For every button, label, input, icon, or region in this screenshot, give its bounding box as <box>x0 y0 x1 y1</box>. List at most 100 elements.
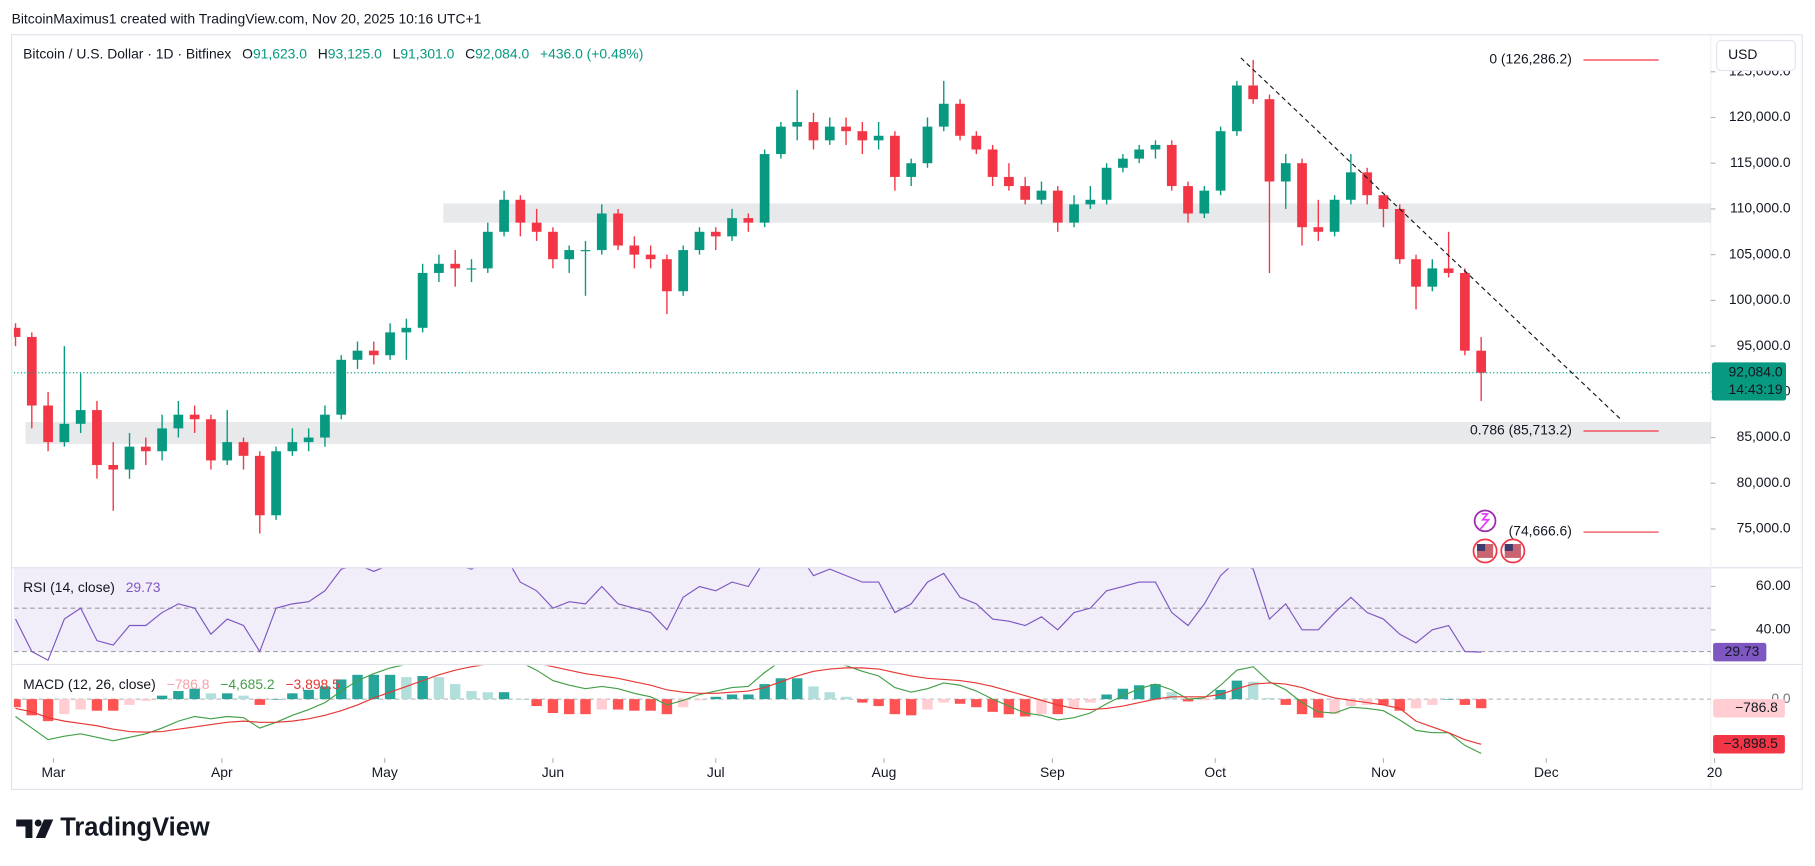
candle-body <box>564 250 575 260</box>
rsi-legend: RSI (14, close) 29.73 <box>23 579 161 595</box>
macd-histogram-bar <box>710 696 721 700</box>
candle-body <box>368 350 379 356</box>
macd-histogram-bar <box>466 691 477 700</box>
candle-body <box>515 199 526 223</box>
signal-value: −3,898.5 <box>285 676 340 692</box>
ohlc-value: 91,623.0 <box>253 45 307 61</box>
macd-histogram-bar <box>1247 681 1259 700</box>
candle-body <box>792 122 803 127</box>
candle-body <box>1362 172 1373 196</box>
candle-body <box>1297 163 1307 228</box>
logo-shape <box>34 819 42 827</box>
candle-body <box>59 423 70 443</box>
macd-histogram-bar <box>303 689 314 700</box>
macd-histogram-bar <box>222 693 233 700</box>
candle-body <box>140 446 151 452</box>
x-tick-label: Nov <box>1371 764 1396 780</box>
macd-histogram-bar <box>857 699 868 703</box>
macd-histogram-bar <box>140 699 152 701</box>
currency[interactable]: USD <box>1728 46 1757 62</box>
macd-histogram-bar <box>1150 684 1161 700</box>
candle-body <box>1232 85 1242 132</box>
candle-body <box>613 213 623 246</box>
candle-body <box>1166 144 1177 187</box>
ohlc-value: 93,125.0 <box>328 45 382 61</box>
attribution: BitcoinMaximus1 created with TradingView… <box>12 10 482 26</box>
change: +436.0 (+0.48%) <box>540 45 643 61</box>
macd-histogram-bar <box>1313 699 1324 718</box>
fib-label: (74,666.6) <box>1509 523 1572 539</box>
candle-body <box>303 437 314 443</box>
macd-histogram-bar <box>645 699 656 711</box>
candle-body <box>401 327 412 333</box>
macd-histogram-bar <box>173 691 184 700</box>
macd-histogram-bar <box>1361 699 1373 705</box>
macd-line <box>15 665 1482 754</box>
macd-histogram-bar <box>1427 699 1438 705</box>
macd-histogram-bar <box>905 699 917 716</box>
candle-body <box>1378 195 1389 209</box>
macd-histogram-bar <box>368 674 379 700</box>
macd-histogram-bar <box>1019 699 1031 717</box>
candle-body <box>776 126 786 155</box>
y-tick-label: 75,000.0 <box>1737 520 1791 536</box>
candle-body <box>1118 158 1128 168</box>
y-tick-label: 100,000.0 <box>1729 291 1791 307</box>
macd-value: −4,685.2 <box>220 676 275 692</box>
ohlc-value: 91,301.0 <box>400 45 454 61</box>
macd-histogram-bar <box>938 699 949 703</box>
candle-body <box>1101 167 1112 200</box>
x-tick-label: Apr <box>211 764 233 780</box>
candle-body <box>1150 144 1161 150</box>
candle-body <box>157 428 167 452</box>
macd-histogram-bar <box>1166 692 1177 700</box>
macd-histogram-bar <box>1101 694 1112 700</box>
macd-histogram-bar <box>1443 699 1454 700</box>
macd-histogram-bar <box>1296 699 1308 715</box>
macd-histogram-bar <box>743 694 754 700</box>
candle-body <box>1183 186 1193 214</box>
candle-body <box>922 126 933 164</box>
macd-histogram-bar <box>1459 699 1471 705</box>
macd-histogram-bar <box>450 684 461 700</box>
candle-body <box>548 231 558 260</box>
macd-histogram-bar <box>824 692 835 700</box>
candle-body <box>1264 99 1275 182</box>
candle-body <box>1069 204 1079 223</box>
last-price-tag <box>1711 362 1787 401</box>
logo-shape <box>16 819 33 839</box>
macd-histogram-bar <box>1199 699 1210 701</box>
candle-body <box>841 126 851 132</box>
macd-histogram-bar <box>954 699 966 704</box>
last-price-label: 92,084.0 <box>1729 363 1783 379</box>
signal-line <box>15 665 1482 745</box>
hist-tag <box>1713 698 1785 718</box>
macd-histogram-bar <box>1182 699 1194 702</box>
macd-histogram-bar <box>13 699 21 708</box>
zone <box>25 421 1711 444</box>
rsi-value: 29.73 <box>126 579 161 595</box>
ohlc-key: L <box>393 45 401 61</box>
macd-histogram-bar <box>889 699 901 715</box>
candle-body <box>1476 350 1487 373</box>
x-tick-label: Aug <box>872 764 897 780</box>
candle-body <box>694 231 705 251</box>
macd-histogram-bar <box>1410 699 1422 709</box>
ohlc-key: C <box>465 45 475 61</box>
flag-icon <box>1504 544 1513 551</box>
currency-button[interactable] <box>1715 39 1796 72</box>
rsi-tick-label: 40.00 <box>1756 621 1791 637</box>
x-tick-label: Sep <box>1040 764 1065 780</box>
macd-histogram-bar <box>873 699 884 707</box>
candle-body <box>938 103 949 127</box>
macd-histogram-bar <box>384 674 396 700</box>
candle-body <box>320 414 330 438</box>
macd-histogram-bar <box>726 694 738 700</box>
trendline <box>1240 57 1621 420</box>
candle-body <box>1199 190 1210 214</box>
brand-logo: TradingView <box>16 813 210 841</box>
macd-histogram-bar <box>270 699 282 700</box>
macd-histogram-bar <box>319 686 331 700</box>
y-tick-label: 115,000.0 <box>1730 154 1791 170</box>
y-tick-label: 80,000.0 <box>1737 474 1791 490</box>
